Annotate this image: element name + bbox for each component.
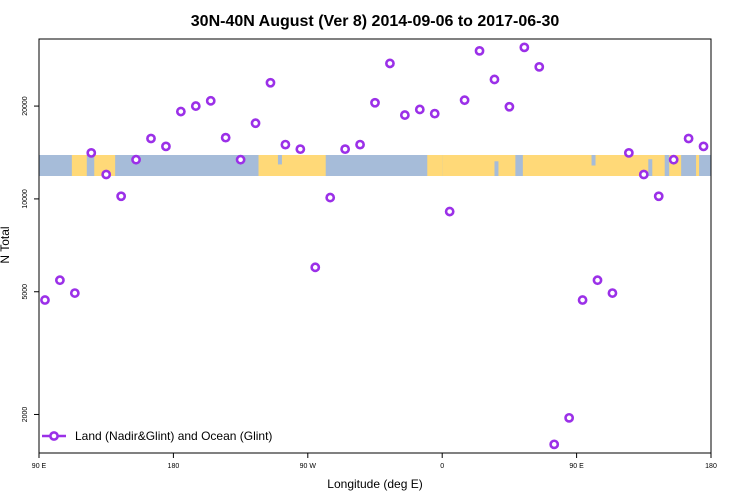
x-axis: 90 E 180 90 W 0 90 E 180: [32, 453, 717, 470]
legend: Land (Nadir&Glint) and Ocean (Glint): [42, 429, 272, 443]
chart-title: 30N-40N August (Ver 8) 2014-09-06 to 201…: [191, 13, 560, 30]
data-point: [175, 106, 186, 117]
map-land: [696, 155, 700, 176]
data-point: [623, 147, 634, 158]
map-land: [94, 155, 116, 176]
y-tick-label: 10000: [22, 189, 29, 209]
data-point: [325, 192, 336, 203]
data-point: [250, 118, 261, 129]
map-land: [427, 155, 443, 176]
data-point: [310, 262, 321, 273]
data-point: [55, 275, 65, 286]
data-point: [355, 139, 365, 150]
x-tick-label: 0: [440, 463, 444, 470]
data-point: [429, 108, 440, 119]
data-point: [205, 95, 216, 106]
data-point: [265, 77, 276, 88]
data-point: [295, 144, 306, 155]
data-point: [459, 95, 470, 106]
data-point: [370, 97, 380, 108]
data-point: [40, 295, 50, 305]
x-axis-label: Longitude (deg E): [327, 477, 422, 491]
data-point: [607, 288, 618, 298]
y-tick-label: 20000: [22, 96, 29, 116]
x-tick-label: 180: [168, 463, 180, 470]
data-series: [40, 42, 709, 450]
map-land: [669, 155, 682, 176]
legend-label: Land (Nadir&Glint) and Ocean (Glint): [75, 429, 272, 443]
data-point: [668, 154, 679, 165]
x-tick-label: 90 E: [32, 463, 47, 470]
map-land: [71, 155, 87, 176]
data-point: [519, 42, 530, 53]
map-inlet: [648, 159, 653, 176]
data-point: [653, 191, 664, 202]
data-point: [340, 144, 351, 155]
data-point: [399, 110, 410, 120]
data-point: [101, 169, 112, 180]
data-point: [131, 154, 141, 165]
data-point: [564, 412, 575, 423]
map-inlet: [591, 155, 596, 166]
data-point: [86, 147, 97, 158]
data-point: [146, 133, 156, 144]
data-point: [414, 104, 425, 115]
x-tick-label: 180: [705, 463, 717, 470]
data-point: [489, 74, 500, 85]
data-point: [577, 295, 588, 305]
data-point: [474, 45, 485, 56]
data-point: [504, 101, 515, 112]
y-axis-label: N Total: [0, 226, 12, 263]
x-tick-label: 90 W: [300, 463, 317, 470]
data-point: [638, 169, 649, 180]
data-point: [190, 101, 201, 111]
y-tick-label: 5000: [22, 284, 29, 300]
y-tick-label: 2000: [22, 407, 29, 423]
map-inlet: [494, 161, 499, 176]
data-point: [280, 139, 291, 150]
x-tick-label: 90 E: [569, 463, 584, 470]
y-axis: 2000 5000 10000 20000: [22, 96, 39, 422]
background-world-map: [39, 155, 711, 176]
map-land: [258, 155, 326, 176]
data-point: [698, 141, 709, 152]
legend-marker-swatch: [49, 431, 59, 441]
data-point: [444, 206, 455, 217]
data-point: [220, 132, 231, 143]
data-point: [116, 191, 127, 202]
data-point: [549, 439, 560, 450]
data-point: [69, 288, 80, 298]
map-land: [442, 155, 516, 176]
data-point: [683, 133, 694, 144]
map-inlet: [277, 155, 282, 165]
data-point: [161, 141, 171, 152]
data-point: [534, 61, 545, 72]
data-point: [592, 275, 603, 286]
data-point: [385, 58, 395, 69]
data-point: [235, 154, 246, 165]
plot-frame: [38, 38, 712, 454]
